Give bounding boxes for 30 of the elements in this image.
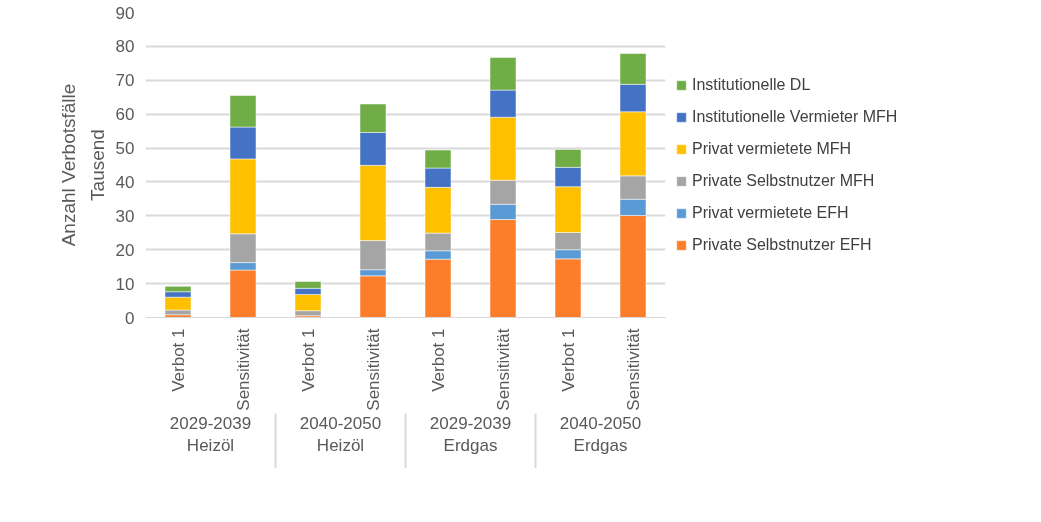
x-tick-label: Sensitivität <box>623 328 643 411</box>
text: 2040-2050 Erdgas <box>559 413 642 456</box>
x-tick-label: Verbot 1 <box>428 328 448 392</box>
legend-label: Institutionelle Vermieter MFH <box>692 107 898 126</box>
y-tick-label: 20 <box>115 240 135 260</box>
text: 2029-2039 Erdgas <box>429 413 512 456</box>
y-tick-label: 80 <box>115 37 135 57</box>
x-tick-label: Sensitivität <box>233 328 253 411</box>
x-tick-label: Sensitivität <box>363 328 383 411</box>
x-tick-label: Sensitivität <box>493 328 513 411</box>
y-tick-label: 30 <box>115 206 135 226</box>
y-tick-label: 40 <box>115 172 135 192</box>
y-axis-title: Anzahl Verbotsfälle <box>57 83 79 247</box>
text: 2029-2039 Heizöl <box>169 413 252 456</box>
y-tick-label: 70 <box>115 71 135 91</box>
y-tick-label: 90 <box>115 3 135 23</box>
y-tick-label: 60 <box>115 105 135 125</box>
text: 2040-2050 Heizöl <box>299 413 382 456</box>
text: Tausend <box>86 129 108 201</box>
y-tick-label: 0 <box>125 308 135 328</box>
y-tick-label: 50 <box>115 139 135 159</box>
legend-label: Privat vermietete MFH <box>692 139 852 158</box>
legend-label: Institutionelle DL <box>692 75 811 94</box>
x-tick-label: Verbot 1 <box>298 328 318 392</box>
x-tick-label: Verbot 1 <box>558 328 578 392</box>
legend-label: Privat vermietete EFH <box>692 203 849 222</box>
x-tick-label: Verbot 1 <box>168 328 188 392</box>
legend-label: Private Selbstnutzer EFH <box>692 235 872 254</box>
y-tick-label: 10 <box>115 274 135 294</box>
legend-label: Private Selbstnutzer MFH <box>692 171 875 190</box>
